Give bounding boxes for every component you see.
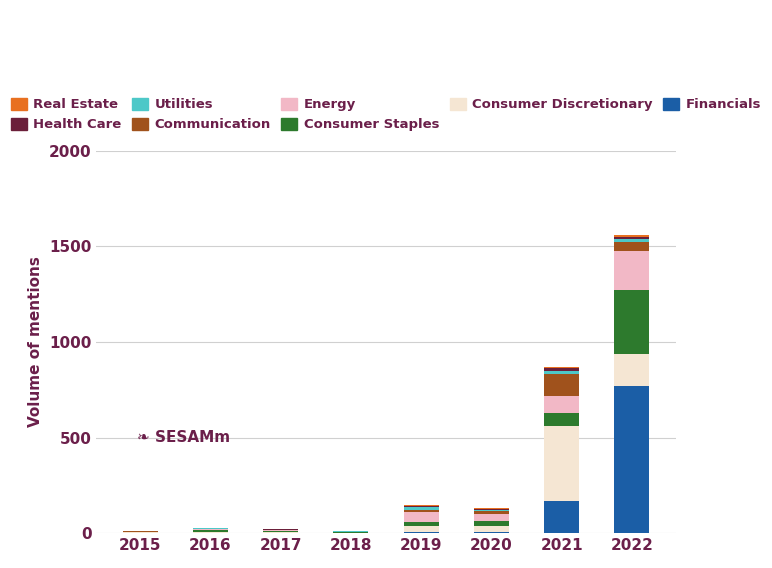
Bar bbox=[193, 531, 228, 532]
Bar bbox=[193, 532, 228, 533]
Bar bbox=[474, 510, 509, 511]
Bar bbox=[615, 235, 649, 236]
Bar bbox=[474, 511, 509, 515]
Bar bbox=[615, 242, 649, 251]
Bar bbox=[544, 367, 579, 368]
Y-axis label: Volume of mentions: Volume of mentions bbox=[29, 257, 43, 428]
Bar bbox=[263, 531, 298, 532]
Bar bbox=[474, 509, 509, 510]
Bar bbox=[404, 509, 438, 512]
Text: ❧ SESAMm: ❧ SESAMm bbox=[137, 430, 230, 445]
Bar bbox=[615, 239, 649, 242]
Bar bbox=[404, 506, 438, 507]
Bar bbox=[263, 532, 298, 533]
Bar bbox=[544, 374, 579, 395]
Bar bbox=[193, 529, 228, 531]
Bar bbox=[544, 368, 579, 371]
Bar bbox=[404, 526, 438, 532]
Bar bbox=[544, 500, 579, 533]
Bar bbox=[544, 395, 579, 413]
Bar bbox=[615, 236, 649, 239]
Bar bbox=[615, 290, 649, 354]
Bar bbox=[404, 523, 438, 526]
Bar bbox=[615, 354, 649, 386]
Bar bbox=[474, 515, 509, 521]
Bar bbox=[615, 386, 649, 533]
Bar bbox=[404, 507, 438, 509]
Legend: Real Estate, Health Care, Utilities, Communication, Energy, Consumer Staples, Co: Real Estate, Health Care, Utilities, Com… bbox=[5, 93, 767, 136]
Bar bbox=[544, 426, 579, 500]
Bar bbox=[474, 526, 509, 532]
Bar bbox=[404, 532, 438, 533]
Bar bbox=[474, 532, 509, 533]
Bar bbox=[404, 512, 438, 523]
Bar bbox=[474, 508, 509, 509]
Bar bbox=[544, 413, 579, 426]
Bar bbox=[263, 530, 298, 531]
Bar bbox=[544, 371, 579, 374]
Bar bbox=[615, 251, 649, 290]
Bar bbox=[474, 521, 509, 526]
